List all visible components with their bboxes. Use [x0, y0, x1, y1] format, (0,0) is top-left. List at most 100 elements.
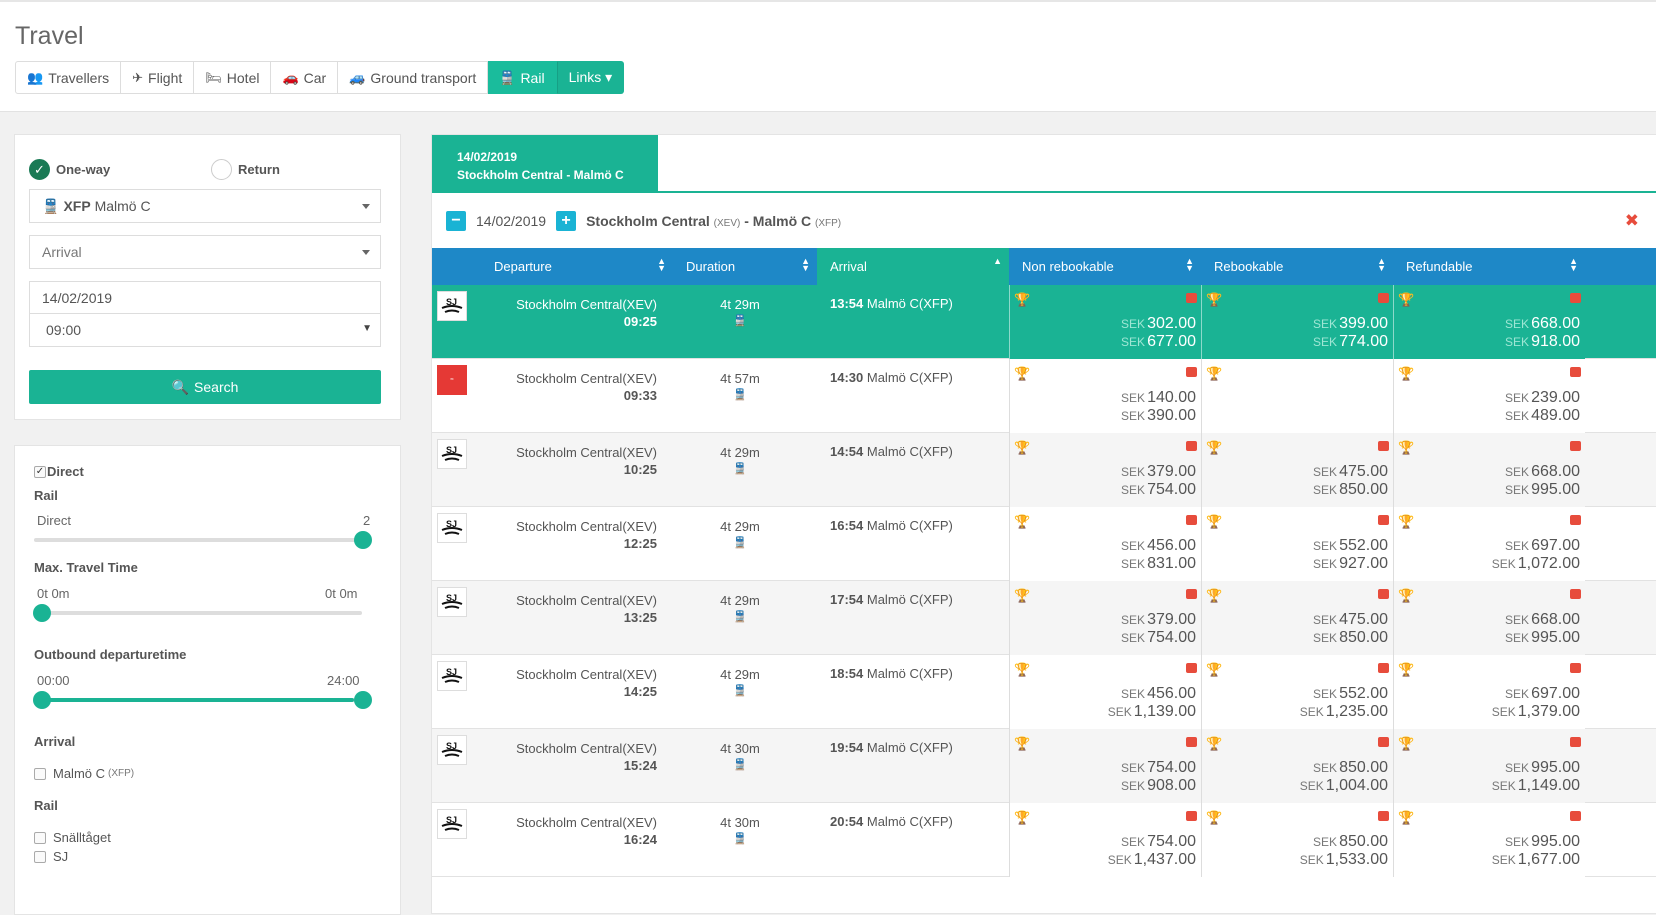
- slider-handle[interactable]: [354, 531, 372, 549]
- price-line: SEK 302.00: [1121, 315, 1196, 333]
- arrival-station-select[interactable]: Arrival: [29, 235, 381, 269]
- refundable-column-header[interactable]: Refundable ▲ ▼: [1393, 248, 1585, 285]
- trophy-icon: 🏆: [1014, 440, 1031, 455]
- non-rebookable-price-cell[interactable]: 🏆 SEK 140.00 SEK 390.00: [1009, 359, 1201, 433]
- currency-label: SEK: [1121, 835, 1146, 849]
- rail-option-checkbox[interactable]: SJ: [34, 849, 68, 864]
- nav-tab-label: Links ▾: [568, 69, 613, 85]
- departure-cell: Stockholm Central(XEV) 09:25: [432, 296, 657, 330]
- rebookable-price-cell[interactable]: 🏆 SEK 850.00 SEK 1,004.00: [1201, 729, 1393, 803]
- refundable-price-cell[interactable]: 🏆 SEK 239.00 SEK 489.00: [1393, 359, 1585, 433]
- search-button[interactable]: 🔍 Search: [29, 370, 381, 404]
- rebookable-price-cell[interactable]: 🏆 SEK 475.00 SEK 850.00: [1201, 581, 1393, 655]
- refundable-price-cell[interactable]: 🏆 SEK 668.00 SEK 995.00: [1393, 581, 1585, 655]
- currency-label: SEK: [1491, 557, 1516, 571]
- date-input[interactable]: 14/02/2019: [29, 281, 381, 315]
- rebookable-column-header[interactable]: Rebookable ▲ ▼: [1201, 248, 1393, 285]
- time-select[interactable]: 09:00 ▼: [29, 313, 381, 347]
- slider-handle[interactable]: [33, 604, 51, 622]
- journey-row[interactable]: SJ Stockholm Central(XEV) 10:25 4t 29m 🚆 14:5…: [432, 433, 1656, 507]
- nav-tab-flight[interactable]: ✈ Flight: [121, 61, 195, 94]
- refundable-price-cell[interactable]: 🏆 SEK 697.00 SEK 1,072.00: [1393, 507, 1585, 581]
- non-rebookable-price-cell[interactable]: 🏆 SEK 302.00 SEK 677.00: [1009, 285, 1201, 359]
- nav-tab-ground-transport[interactable]: 🚙 Ground transport: [338, 61, 489, 94]
- direct-checkbox[interactable]: ✓ Direct: [34, 464, 84, 479]
- currency-label: SEK: [1299, 853, 1324, 867]
- price-amount: 850.00: [1339, 833, 1388, 850]
- slider-handle-start[interactable]: [33, 691, 51, 709]
- train-icon: 🚆: [733, 315, 747, 327]
- price-line: SEK 1,235.00: [1300, 703, 1388, 721]
- price-list: SEK 302.00 SEK 677.00: [1121, 315, 1196, 351]
- outbound-slider[interactable]: [33, 691, 372, 709]
- outbound-heading: Outbound departuretime: [34, 647, 187, 662]
- arrival-column-header[interactable]: Arrival ▲: [817, 248, 1009, 285]
- journey-tab[interactable]: 14/02/2019 Stockholm Central - Malmö C: [432, 135, 658, 191]
- non-rebookable-price-cell[interactable]: 🏆 SEK 754.00 SEK 908.00: [1009, 729, 1201, 803]
- close-icon[interactable]: ✖: [1624, 211, 1639, 230]
- trophy-icon: 🏆: [1398, 736, 1415, 751]
- rebookable-price-cell[interactable]: 🏆 SEK 475.00 SEK 850.00: [1201, 433, 1393, 507]
- non-rebookable-price-cell[interactable]: 🏆 SEK 379.00 SEK 754.00: [1009, 581, 1201, 655]
- refundable-price-cell[interactable]: 🏆 SEK 995.00 SEK 1,149.00: [1393, 729, 1585, 803]
- non-rebookable-price-cell[interactable]: 🏆 SEK 379.00 SEK 754.00: [1009, 433, 1201, 507]
- rebookable-price-cell[interactable]: 🏆: [1201, 359, 1393, 433]
- nav-tab-hotel[interactable]: 🛏 Hotel: [194, 61, 272, 94]
- rebookable-price-cell[interactable]: 🏆 SEK 399.00 SEK 774.00: [1201, 285, 1393, 359]
- trophy-icon: 🏆: [1014, 366, 1031, 381]
- check-icon: ✓: [29, 159, 50, 180]
- departure-station-select[interactable]: 🚆 XFP Malmö C: [29, 189, 381, 223]
- rebookable-price-cell[interactable]: 🏆 SEK 850.00 SEK 1,533.00: [1201, 803, 1393, 877]
- refundable-price-cell[interactable]: 🏆 SEK 668.00 SEK 995.00: [1393, 433, 1585, 507]
- travel-time-slider[interactable]: [33, 604, 362, 622]
- one-way-radio[interactable]: ✓ One-way: [29, 159, 110, 180]
- journey-row[interactable]: SJ Stockholm Central(XEV) 15:24 4t 30m 🚆 19:5…: [432, 729, 1656, 803]
- rebookable-price-cell[interactable]: 🏆 SEK 552.00 SEK 927.00: [1201, 507, 1393, 581]
- car-icon: 🚙: [349, 70, 366, 85]
- departure-cell: Stockholm Central(XEV) 12:25: [432, 518, 657, 552]
- route-to-code: (XFP): [815, 217, 842, 229]
- duration-column-header[interactable]: Duration ▲ ▼: [673, 248, 817, 285]
- journey-row[interactable]: SJ Stockholm Central(XEV) 13:25 4t 29m 🚆 17:5…: [432, 581, 1656, 655]
- departure-column-header[interactable]: Departure ▲ ▼: [432, 248, 673, 285]
- rebookable-price-cell[interactable]: 🏆 SEK 552.00 SEK 1,235.00: [1201, 655, 1393, 729]
- plus-icon[interactable]: +: [556, 210, 577, 231]
- non-rebookable-column-header[interactable]: Non rebookable ▲ ▼: [1009, 248, 1201, 285]
- slider-handle-end[interactable]: [354, 691, 372, 709]
- price-list: SEK 399.00 SEK 774.00: [1313, 315, 1388, 351]
- minus-icon[interactable]: −: [446, 210, 466, 231]
- non-rebookable-price-cell[interactable]: 🏆 SEK 456.00 SEK 1,139.00: [1009, 655, 1201, 729]
- journey-row[interactable]: SJ Stockholm Central(XEV) 09:25 4t 29m 🚆 13:5…: [432, 285, 1656, 359]
- nav-tab-car[interactable]: 🚗 Car: [271, 61, 339, 94]
- nav-tab-rail[interactable]: 🚆 Rail: [488, 61, 557, 94]
- refundable-price-cell[interactable]: 🏆 SEK 668.00 SEK 918.00: [1393, 285, 1585, 359]
- arrival-option-checkbox[interactable]: Malmö C (XFP): [34, 766, 134, 781]
- journey-row[interactable]: SJ Stockholm Central(XEV) 12:25 4t 29m 🚆 16:5…: [432, 507, 1656, 581]
- duration-cell: 4t 29m 🚆: [705, 296, 775, 330]
- journey-row[interactable]: ≈ Stockholm Central(XEV) 09:33 4t 57m 🚆 14:30…: [432, 359, 1656, 433]
- rail-operator-heading: Rail: [34, 798, 58, 813]
- trophy-icon: 🏆: [1014, 810, 1031, 825]
- rail-option-checkbox[interactable]: Snälltåget: [34, 830, 111, 845]
- price-line: SEK 850.00: [1313, 481, 1388, 499]
- refundable-price-cell[interactable]: 🏆 SEK 995.00 SEK 1,677.00: [1393, 803, 1585, 877]
- journey-row[interactable]: SJ Stockholm Central(XEV) 14:25 4t 29m 🚆 18:5…: [432, 655, 1656, 729]
- train-icon: 🚆: [733, 389, 747, 401]
- non-rebookable-price-cell[interactable]: 🏆 SEK 754.00 SEK 1,437.00: [1009, 803, 1201, 877]
- price-line: SEK 239.00: [1505, 389, 1580, 407]
- return-radio[interactable]: Return: [211, 159, 280, 180]
- currency-label: SEK: [1313, 835, 1338, 849]
- rail-option-label: Snälltåget: [53, 830, 111, 845]
- price-amount: 831.00: [1147, 555, 1196, 572]
- date-value: 14/02/2019: [42, 290, 113, 306]
- non-rebookable-price-cell[interactable]: 🏆 SEK 456.00 SEK 831.00: [1009, 507, 1201, 581]
- direct-slider[interactable]: [34, 531, 372, 549]
- nav-tab-travellers[interactable]: 👥 Travellers: [15, 61, 122, 94]
- luggage-icon: [1570, 663, 1581, 673]
- nav-tab-links[interactable]: Links ▾: [556, 61, 625, 94]
- journey-tab-date: 14/02/2019: [457, 150, 518, 164]
- refundable-price-cell[interactable]: 🏆 SEK 697.00 SEK 1,379.00: [1393, 655, 1585, 729]
- svg-text:SJ: SJ: [446, 593, 457, 603]
- departure-cell: Stockholm Central(XEV) 09:33: [432, 370, 657, 404]
- journey-row[interactable]: SJ Stockholm Central(XEV) 16:24 4t 30m 🚆 20:5…: [432, 803, 1656, 877]
